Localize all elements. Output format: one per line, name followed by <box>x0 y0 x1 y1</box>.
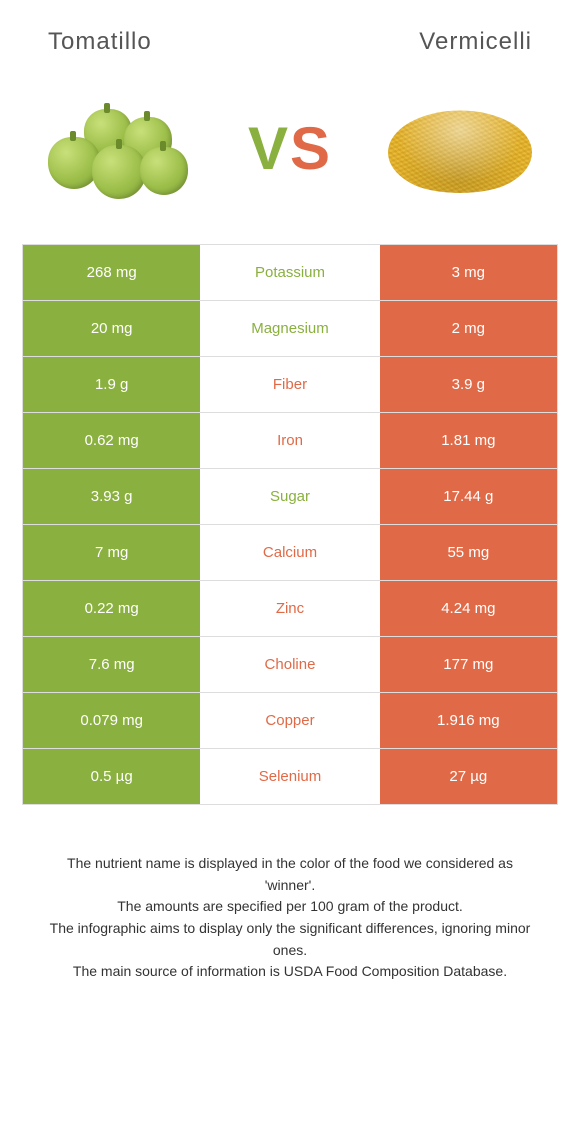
value-right: 1.916 mg <box>380 693 557 748</box>
table-row: 0.22 mgZinc4.24 mg <box>23 581 557 637</box>
value-left: 0.079 mg <box>23 693 200 748</box>
footnote-line: The amounts are specified per 100 gram o… <box>40 896 540 918</box>
nutrient-name: Fiber <box>200 357 379 412</box>
nutrient-name: Sugar <box>200 469 379 524</box>
footnote-line: The infographic aims to display only the… <box>40 918 540 961</box>
comparison-table: 268 mgPotassium3 mg20 mgMagnesium2 mg1.9… <box>22 244 558 805</box>
value-left: 3.93 g <box>23 469 200 524</box>
value-right: 4.24 mg <box>380 581 557 636</box>
food-name-left: Tomatillo <box>48 28 152 56</box>
table-row: 20 mgMagnesium2 mg <box>23 301 557 357</box>
value-right: 177 mg <box>380 637 557 692</box>
footnote-line: The main source of information is USDA F… <box>40 961 540 983</box>
vermicelli-illustration <box>380 88 540 208</box>
vs-s: S <box>290 114 332 183</box>
table-row: 1.9 gFiber3.9 g <box>23 357 557 413</box>
value-right: 27 µg <box>380 749 557 804</box>
nutrient-name: Calcium <box>200 525 379 580</box>
tomatillo-illustration <box>40 88 200 208</box>
header: Tomatillo Vermicelli <box>0 0 580 68</box>
nutrient-name: Magnesium <box>200 301 379 356</box>
footnotes: The nutrient name is displayed in the co… <box>40 853 540 983</box>
table-row: 268 mgPotassium3 mg <box>23 245 557 301</box>
food-name-right: Vermicelli <box>419 28 532 56</box>
table-row: 0.5 µgSelenium27 µg <box>23 749 557 805</box>
value-left: 20 mg <box>23 301 200 356</box>
value-left: 0.62 mg <box>23 413 200 468</box>
footnote-line: The nutrient name is displayed in the co… <box>40 853 540 896</box>
nutrient-name: Iron <box>200 413 379 468</box>
value-left: 7.6 mg <box>23 637 200 692</box>
nutrient-name: Zinc <box>200 581 379 636</box>
vs-label: VS <box>248 114 332 183</box>
value-left: 1.9 g <box>23 357 200 412</box>
nutrient-name: Potassium <box>200 245 379 300</box>
value-right: 3 mg <box>380 245 557 300</box>
value-right: 17.44 g <box>380 469 557 524</box>
value-right: 1.81 mg <box>380 413 557 468</box>
value-left: 0.22 mg <box>23 581 200 636</box>
table-row: 0.079 mgCopper1.916 mg <box>23 693 557 749</box>
value-left: 268 mg <box>23 245 200 300</box>
value-left: 7 mg <box>23 525 200 580</box>
value-right: 3.9 g <box>380 357 557 412</box>
vs-v: V <box>248 114 290 183</box>
table-row: 7.6 mgCholine177 mg <box>23 637 557 693</box>
table-row: 3.93 gSugar17.44 g <box>23 469 557 525</box>
value-right: 2 mg <box>380 301 557 356</box>
table-row: 7 mgCalcium55 mg <box>23 525 557 581</box>
nutrient-name: Copper <box>200 693 379 748</box>
table-row: 0.62 mgIron1.81 mg <box>23 413 557 469</box>
nutrient-name: Selenium <box>200 749 379 804</box>
vs-row: VS <box>0 68 580 244</box>
value-left: 0.5 µg <box>23 749 200 804</box>
value-right: 55 mg <box>380 525 557 580</box>
nutrient-name: Choline <box>200 637 379 692</box>
